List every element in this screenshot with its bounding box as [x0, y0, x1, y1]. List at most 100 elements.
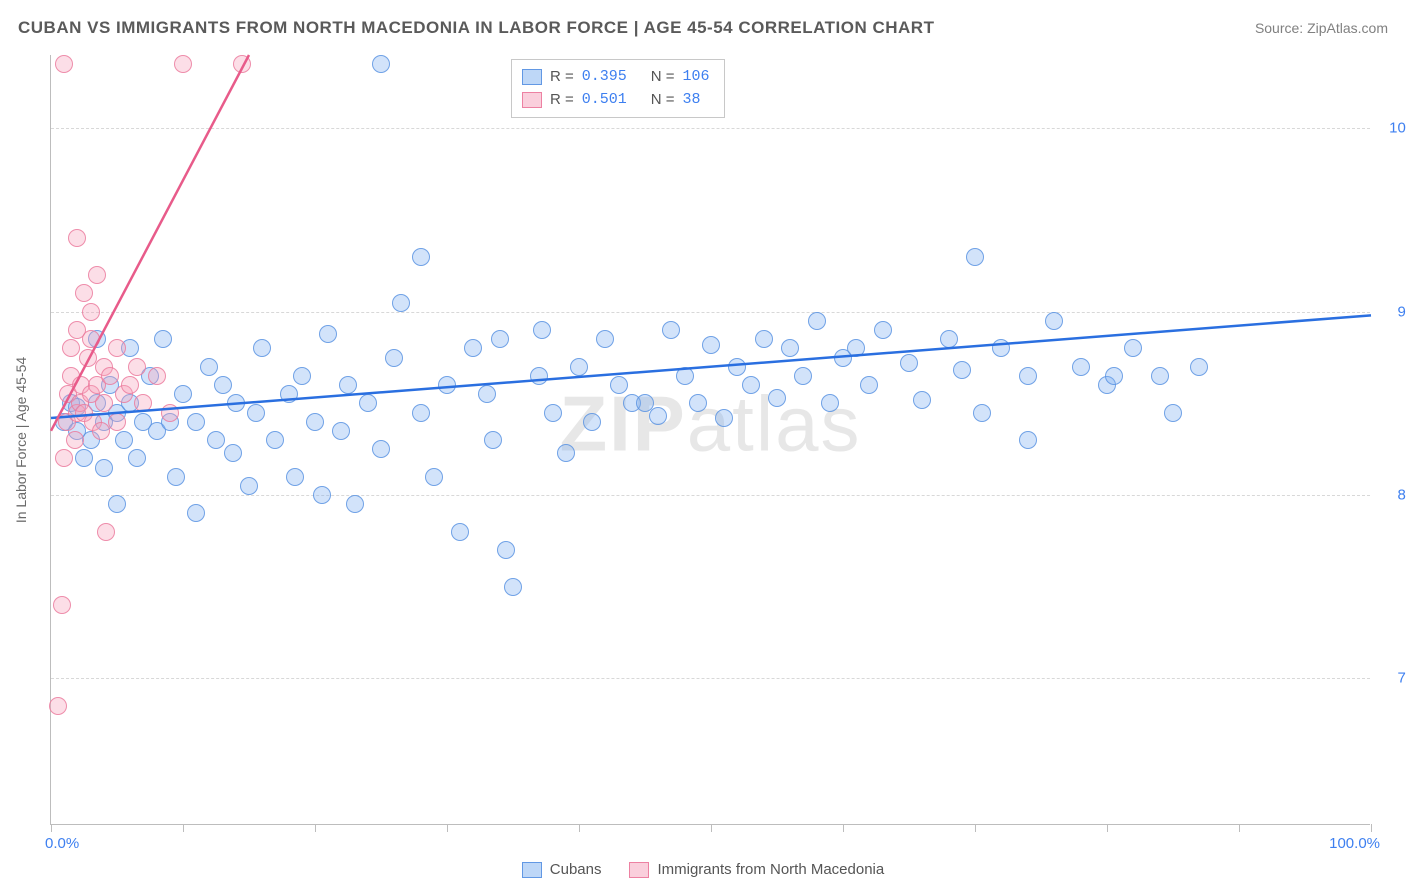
gridline-horizontal: [51, 678, 1370, 679]
y-axis-label: In Labor Force | Age 45-54: [13, 356, 29, 522]
x-tick: [315, 824, 316, 832]
scatter-point: [1045, 312, 1063, 330]
scatter-point: [280, 385, 298, 403]
scatter-point: [306, 413, 324, 431]
scatter-point: [148, 367, 166, 385]
scatter-point: [115, 431, 133, 449]
scatter-point: [167, 468, 185, 486]
legend-swatch: [522, 862, 542, 878]
scatter-point: [755, 330, 773, 348]
scatter-point: [610, 376, 628, 394]
gridline-horizontal: [51, 495, 1370, 496]
y-tick-label: 90.0%: [1380, 303, 1406, 320]
x-tick: [975, 824, 976, 832]
scatter-point: [68, 229, 86, 247]
scatter-point: [313, 486, 331, 504]
scatter-point: [438, 376, 456, 394]
scatter-point: [1019, 431, 1037, 449]
scatter-point: [97, 523, 115, 541]
scatter-point: [1164, 404, 1182, 422]
scatter-point: [412, 248, 430, 266]
scatter-point: [95, 459, 113, 477]
scatter-point: [742, 376, 760, 394]
scatter-point: [702, 336, 720, 354]
watermark: ZIPatlas: [559, 379, 861, 470]
legend-n-value: 38: [683, 89, 701, 112]
scatter-point: [359, 394, 377, 412]
series-label: Immigrants from North Macedonia: [657, 861, 884, 878]
scatter-point: [478, 385, 496, 403]
x-tick: [711, 824, 712, 832]
scatter-point: [821, 394, 839, 412]
scatter-point: [224, 444, 242, 462]
scatter-point: [1072, 358, 1090, 376]
scatter-point: [504, 578, 522, 596]
scatter-point: [75, 284, 93, 302]
scatter-point: [992, 339, 1010, 357]
scatter-point: [128, 358, 146, 376]
scatter-point: [491, 330, 509, 348]
scatter-point: [676, 367, 694, 385]
scatter-point: [319, 325, 337, 343]
scatter-point: [49, 697, 67, 715]
scatter-point: [101, 367, 119, 385]
x-tick: [1371, 824, 1372, 832]
scatter-point: [451, 523, 469, 541]
scatter-point: [88, 266, 106, 284]
scatter-point: [66, 431, 84, 449]
scatter-point: [286, 468, 304, 486]
chart-container: CUBAN VS IMMIGRANTS FROM NORTH MACEDONIA…: [0, 0, 1406, 892]
scatter-point: [497, 541, 515, 559]
scatter-point: [108, 413, 126, 431]
scatter-point: [484, 431, 502, 449]
scatter-point: [372, 440, 390, 458]
x-origin-tick-label: 0.0%: [45, 835, 79, 852]
scatter-point: [1151, 367, 1169, 385]
legend-r-value: 0.395: [582, 66, 627, 89]
scatter-point: [95, 394, 113, 412]
scatter-point: [392, 294, 410, 312]
scatter-point: [293, 367, 311, 385]
series-legend-item: Cubans: [522, 861, 602, 878]
scatter-point: [649, 407, 667, 425]
scatter-point: [860, 376, 878, 394]
x-tick: [1107, 824, 1108, 832]
scatter-point: [913, 391, 931, 409]
legend-n-label: N =: [651, 89, 675, 112]
y-tick-label: 100.0%: [1380, 120, 1406, 137]
scatter-point: [174, 55, 192, 73]
scatter-point: [557, 444, 575, 462]
scatter-point: [1190, 358, 1208, 376]
legend-n-value: 106: [683, 66, 710, 89]
scatter-point: [728, 358, 746, 376]
scatter-point: [174, 385, 192, 403]
scatter-point: [781, 339, 799, 357]
scatter-point: [1019, 367, 1037, 385]
scatter-point: [372, 55, 390, 73]
scatter-point: [253, 339, 271, 357]
scatter-point: [332, 422, 350, 440]
legend-swatch: [522, 92, 542, 108]
scatter-point: [768, 389, 786, 407]
scatter-point: [55, 449, 73, 467]
scatter-point: [134, 394, 152, 412]
legend-r-label: R =: [550, 66, 574, 89]
scatter-point: [92, 422, 110, 440]
scatter-point: [808, 312, 826, 330]
scatter-point: [874, 321, 892, 339]
scatter-point: [161, 404, 179, 422]
scatter-point: [900, 354, 918, 372]
legend-row: R =0.395N =106: [522, 66, 710, 89]
scatter-point: [214, 376, 232, 394]
scatter-point: [187, 504, 205, 522]
scatter-point: [82, 303, 100, 321]
gridline-horizontal: [51, 312, 1370, 313]
scatter-point: [247, 404, 265, 422]
scatter-point: [464, 339, 482, 357]
scatter-point: [200, 358, 218, 376]
scatter-point: [108, 339, 126, 357]
scatter-point: [533, 321, 551, 339]
scatter-point: [233, 55, 251, 73]
scatter-point: [530, 367, 548, 385]
trendlines: [51, 55, 1371, 825]
